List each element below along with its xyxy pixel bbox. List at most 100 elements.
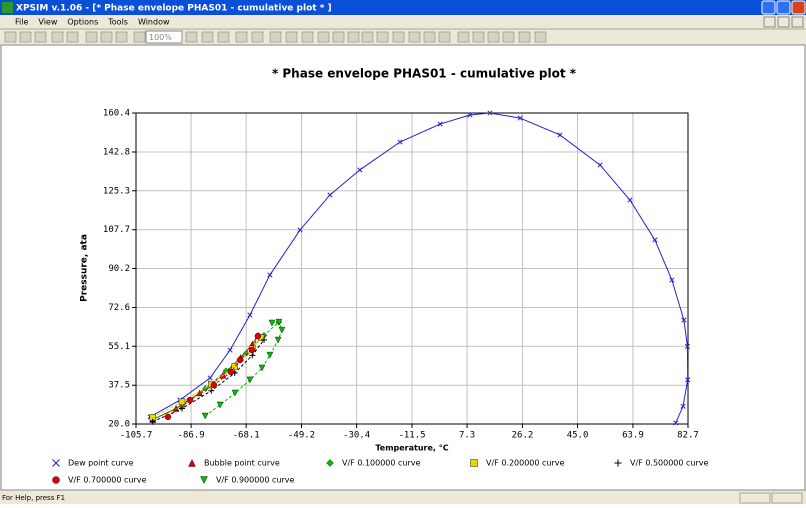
legend-label: V/F 0.500000 curve [630,459,709,468]
marker [278,326,286,334]
marker [673,420,679,426]
toolbar-button[interactable] [408,31,421,43]
child-close[interactable] [791,16,804,28]
legend-marker [326,459,334,467]
legend-marker [614,459,622,467]
marker [669,277,675,283]
marker [210,381,218,389]
toolbar-button[interactable] [217,31,230,43]
marker [517,115,523,121]
marker [246,376,254,384]
toolbar-button[interactable] [133,31,146,43]
toolbar-button[interactable] [66,31,79,43]
marker [557,132,563,138]
menu-item[interactable]: Options [67,18,98,27]
minimize-button[interactable] [761,0,776,15]
toolbar-button[interactable] [100,31,113,43]
marker [680,403,686,409]
toolbar-button[interactable] [4,31,17,43]
menu-item[interactable]: File [15,18,28,27]
y-tick-label: 90.2 [108,264,130,274]
x-tick-label: -86.9 [178,431,205,441]
toolbar-button[interactable] [301,31,314,43]
toolbar-button[interactable] [457,31,470,43]
legend-label: V/F 0.200000 curve [486,459,565,468]
toolbar-button[interactable] [518,31,531,43]
x-tick-label: 45.0 [567,431,589,441]
legend-label: V/F 0.900000 curve [216,476,295,485]
toolbar-button[interactable] [269,31,282,43]
toolbar-button[interactable] [502,31,515,43]
plot: 20.0 37.5 55.1 72.6 90.2 107.7 125.3 142.8 160.4… [103,109,699,441]
toolbar-button[interactable] [392,31,405,43]
series [149,336,268,425]
marker [652,237,658,243]
y-tick-label: 160.4 [103,109,130,119]
marker [268,319,276,327]
toolbar-button[interactable] [251,31,264,43]
marker [685,377,691,383]
toolbar-button[interactable] [285,31,298,43]
marker [248,346,256,354]
marker [261,336,268,343]
restore-button[interactable] [776,0,791,15]
status-pane [771,492,803,504]
y-tick-label: 55.1 [108,342,130,352]
marker [275,318,283,326]
menu-item[interactable]: View [38,18,57,27]
toolbar-button[interactable] [185,31,198,43]
y-tick-label: 142.8 [103,147,130,157]
x-tick-label: 26.2 [512,431,534,441]
marker [247,312,253,318]
toolbar-button[interactable] [317,31,330,43]
legend-label: V/F 0.700000 curve [68,476,147,485]
legend-marker [200,476,208,484]
marker [227,368,235,376]
toolbar-button[interactable] [534,31,547,43]
toolbar-button[interactable] [332,31,345,43]
marker [236,356,244,364]
toolbar-button[interactable] [376,31,389,43]
x-tick-label: -49.2 [288,431,315,441]
toolbar-button[interactable] [472,31,485,43]
legend-marker [52,459,60,467]
toolbar-button[interactable] [201,31,214,43]
y-tick-label: 107.7 [103,225,130,235]
marker [164,413,172,421]
close-button[interactable] [791,0,806,15]
marker [681,317,687,323]
toolbar-button[interactable] [115,31,128,43]
toolbar-button[interactable] [438,31,451,43]
toolbar-button[interactable] [361,31,374,43]
x-tick-label: -11.5 [398,431,425,441]
toolbar-button[interactable] [34,31,47,43]
menu-item[interactable]: Window [138,18,170,27]
menu-bar: File View Options Tools Window [15,18,170,27]
toolbar-button[interactable] [487,31,500,43]
marker [231,389,239,397]
marker [186,396,194,404]
y-tick-label: 125.3 [103,186,130,196]
toolbar-button[interactable] [85,31,98,43]
toolbar-button[interactable] [19,31,32,43]
zoom-box[interactable] [145,30,183,44]
menu-item[interactable]: Tools [107,18,128,27]
status-bar [0,491,806,504]
toolbar-button[interactable] [423,31,436,43]
client-area [0,44,806,491]
marker [208,387,215,394]
child-minimize[interactable] [763,16,776,28]
toolbar-button[interactable] [347,31,360,43]
marker [357,167,363,173]
toolbar-button[interactable] [51,31,64,43]
y-tick-label: 37.5 [108,381,130,391]
app-icon [2,2,13,13]
legend: Dew point curve Bubble point curve V/F 0.1… [52,459,709,485]
legend-marker [188,459,196,467]
toolbar-button[interactable] [235,31,248,43]
child-restore[interactable] [777,16,790,28]
marker [258,364,266,372]
marker [684,343,690,350]
